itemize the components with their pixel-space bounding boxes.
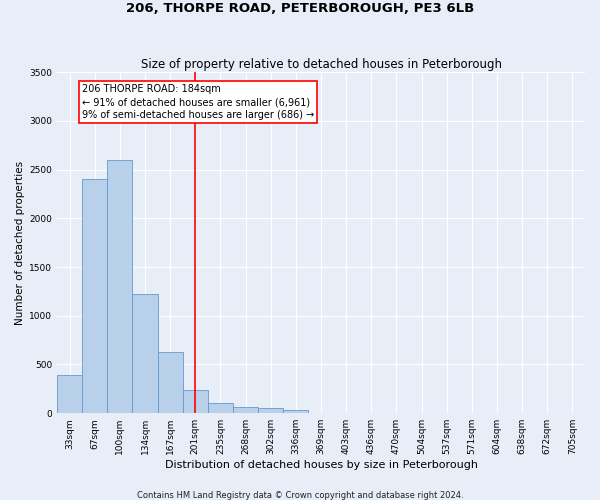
Bar: [57, 375, 82, 413]
Bar: [233, 408, 258, 413]
Bar: [158, 352, 183, 413]
Text: 206 THORPE ROAD: 184sqm
← 91% of detached houses are smaller (6,961)
9% of semi-: 206 THORPE ROAD: 184sqm ← 91% of detache…: [82, 84, 314, 120]
Text: 206, THORPE ROAD, PETERBOROUGH, PE3 6LB: 206, THORPE ROAD, PETERBOROUGH, PE3 6LB: [126, 2, 474, 16]
Text: Contains HM Land Registry data © Crown copyright and database right 2024.: Contains HM Land Registry data © Crown c…: [137, 490, 463, 500]
Bar: [283, 410, 308, 413]
Bar: [183, 390, 208, 413]
Bar: [208, 404, 233, 413]
Y-axis label: Number of detached properties: Number of detached properties: [15, 160, 25, 325]
Bar: [82, 180, 107, 413]
Bar: [258, 408, 283, 413]
Bar: [133, 294, 158, 413]
X-axis label: Distribution of detached houses by size in Peterborough: Distribution of detached houses by size …: [164, 460, 478, 470]
Bar: [107, 160, 133, 413]
Title: Size of property relative to detached houses in Peterborough: Size of property relative to detached ho…: [140, 58, 502, 71]
